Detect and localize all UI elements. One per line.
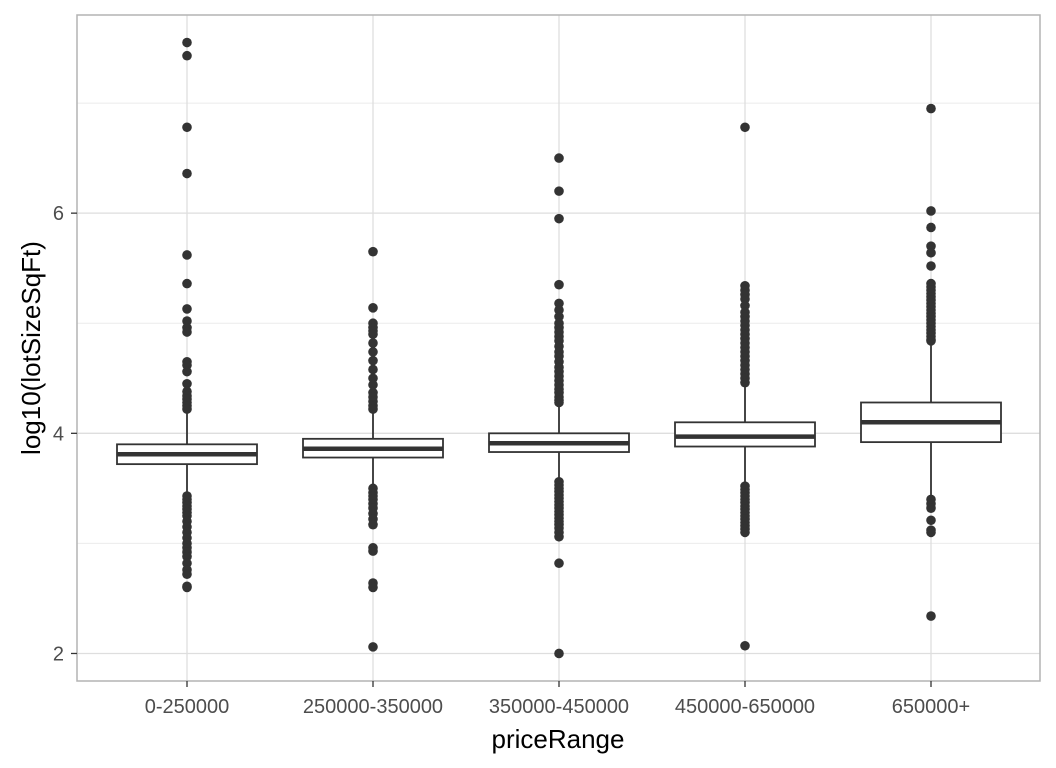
outlier-point xyxy=(740,640,750,651)
outlier-point xyxy=(926,206,936,216)
x-tick-label: 250000-350000 xyxy=(303,696,443,718)
outlier-point xyxy=(554,397,564,408)
outlier-point xyxy=(368,329,378,340)
outlier-point xyxy=(368,380,378,390)
outlier-point xyxy=(368,404,378,414)
y-tick-label: 6 xyxy=(53,203,64,225)
outlier-point xyxy=(182,122,192,133)
outlier-point xyxy=(368,642,378,652)
outlier-point xyxy=(368,364,378,375)
outlier-point xyxy=(926,336,936,346)
box-0-250000 xyxy=(116,413,258,494)
outlier-point xyxy=(182,582,192,593)
outlier-point xyxy=(182,304,192,314)
outlier-point xyxy=(554,311,564,322)
outlier-point xyxy=(926,222,936,233)
outlier-point xyxy=(182,250,192,260)
x-axis-title: priceRange xyxy=(492,724,625,754)
outlier-points xyxy=(182,37,936,659)
box-250000-350000 xyxy=(302,411,444,486)
outlier-point xyxy=(926,611,936,621)
outlier-point xyxy=(182,278,192,289)
outlier-point xyxy=(740,527,750,538)
outlier-point xyxy=(926,261,936,271)
outlier-point xyxy=(554,298,564,309)
outlier-point xyxy=(368,303,378,313)
outlier-point xyxy=(182,569,192,580)
outlier-point xyxy=(368,519,378,530)
x-axis-ticks: 0-250000 250000-350000 350000-450000 450000… xyxy=(145,681,970,718)
outlier-point xyxy=(182,360,192,370)
outlier-point xyxy=(368,246,378,257)
y-tick-label: 4 xyxy=(53,423,64,445)
outlier-point xyxy=(182,378,192,389)
box-350000-450000 xyxy=(488,405,630,480)
y-axis-title: log10(lotSizeSqFt) xyxy=(16,241,46,455)
outlier-point xyxy=(926,527,936,538)
outlier-point xyxy=(554,153,564,163)
x-tick-label: 450000-650000 xyxy=(675,696,815,718)
outlier-point xyxy=(182,558,192,569)
outlier-point xyxy=(740,294,750,304)
outlier-point xyxy=(182,37,192,48)
outlier-point xyxy=(740,377,750,388)
outlier-point xyxy=(182,327,192,337)
box-450000-650000 xyxy=(674,387,816,482)
outlier-point xyxy=(182,366,192,377)
outlier-point xyxy=(368,582,378,593)
outlier-point xyxy=(554,305,564,315)
outlier-point xyxy=(926,103,936,114)
outlier-point xyxy=(554,648,564,659)
outlier-point xyxy=(368,347,378,357)
outlier-point xyxy=(926,247,936,258)
outlier-point xyxy=(740,122,750,133)
x-tick-label: 0-250000 xyxy=(145,696,230,718)
x-tick-label: 350000-450000 xyxy=(489,696,629,718)
outlier-point xyxy=(368,373,378,384)
outlier-point xyxy=(554,213,564,224)
outlier-point xyxy=(182,404,192,414)
outlier-point xyxy=(554,558,564,569)
outlier-point xyxy=(368,338,378,348)
outlier-point xyxy=(554,186,564,196)
outlier-point xyxy=(554,531,564,542)
box-650000+ xyxy=(860,343,1002,500)
outlier-point xyxy=(368,546,378,556)
outlier-point xyxy=(926,241,936,251)
outlier-point xyxy=(182,50,192,61)
outlier-point xyxy=(554,279,564,290)
outlier-point xyxy=(926,503,936,513)
outlier-point xyxy=(182,316,192,326)
outlier-point xyxy=(740,300,750,311)
y-tick-label: 2 xyxy=(53,643,64,665)
outlier-point xyxy=(182,551,192,562)
outlier-point xyxy=(926,515,936,526)
y-axis-ticks: 2 4 6 xyxy=(53,203,77,665)
x-tick-label: 650000+ xyxy=(892,696,970,718)
outlier-point xyxy=(368,355,378,366)
boxes xyxy=(116,343,1002,500)
outlier-point xyxy=(182,168,192,179)
